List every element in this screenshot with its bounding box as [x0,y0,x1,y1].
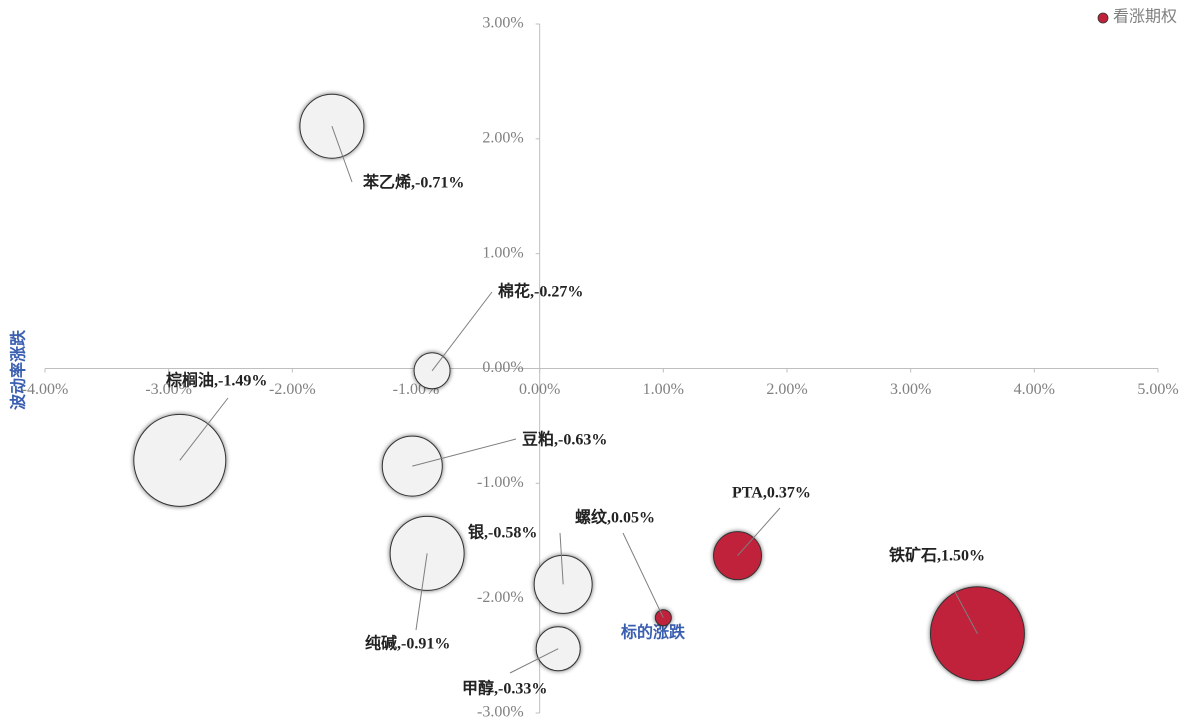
y-tick-label: 2.00% [482,130,523,147]
data-label: 棉花,-0.27% [498,282,583,301]
data-label: 苯乙烯,-0.71% [362,173,464,192]
data-label: 铁矿石,1.50% [889,546,985,565]
leader-line [954,591,978,635]
data-label: 棕榈油,-1.49% [166,371,267,390]
y-tick-label: 0.00% [482,359,523,376]
legend-marker [1097,12,1109,24]
leader-line [431,291,493,372]
leader-line [737,507,781,557]
leader-line [509,648,559,674]
x-tick-label: 5.00% [1137,381,1178,398]
leader-line [331,126,353,183]
bubble [299,93,365,159]
x-tick-label: 4.00% [1014,381,1055,398]
x-axis-title: 标的涨跌 [620,623,686,642]
data-label: 螺纹,0.05% [575,508,655,527]
x-tick-label: 1.00% [643,381,684,398]
x-tick-label: 0.00% [519,381,560,398]
legend-label: 看涨期权 [1113,8,1177,26]
x-tick-label: -4.00% [22,381,69,398]
leader-line [559,532,564,585]
leader-line [622,532,664,618]
data-label: 豆粕,-0.63% [522,430,607,449]
y-axis-title: 波动率涨跌 [9,329,28,410]
data-label: PTA,0.37% [732,485,811,502]
y-tick-label: -2.00% [477,589,524,606]
leader-line [415,553,428,631]
x-tick-label: 2.00% [766,381,807,398]
data-label: 纯碱,-0.91% [365,634,450,653]
y-tick-label: 3.00% [482,15,523,32]
y-tick-label: -3.00% [477,704,524,721]
data-label: 甲醇,-0.33% [462,679,547,698]
data-label: 银,-0.58% [468,523,537,542]
leader-line [179,397,229,461]
y-tick-label: 1.00% [482,244,523,261]
x-tick-label: -3.00% [145,381,192,398]
leader-line [412,438,517,467]
y-tick-label: -1.00% [477,474,524,491]
x-tick-label: 3.00% [890,381,931,398]
x-tick-label: -2.00% [269,381,316,398]
